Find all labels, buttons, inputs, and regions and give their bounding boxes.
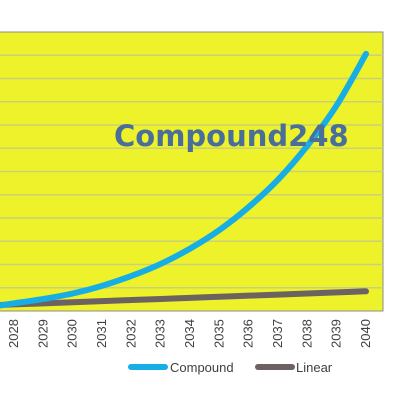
x-tick-label: 2040 — [358, 319, 373, 348]
x-tick-label: 2030 — [65, 319, 80, 348]
chart-title: Compound248 — [114, 119, 349, 153]
x-tick-label: 2032 — [123, 319, 138, 348]
x-tick-label: 2029 — [35, 319, 50, 348]
x-tick-label: 2037 — [270, 319, 285, 348]
series-lines — [0, 50, 369, 309]
x-tick-label: 2033 — [153, 319, 168, 348]
x-tick-label: 2038 — [299, 319, 314, 348]
legend: Compound Linear — [128, 360, 333, 375]
x-tick-label: 2028 — [6, 319, 21, 348]
x-tick-label: 2036 — [241, 319, 256, 348]
legend-label-compound: Compound — [170, 360, 234, 375]
x-tick-label: 2035 — [211, 319, 226, 348]
x-tick-label: 2031 — [94, 319, 109, 348]
series-line-linear — [0, 288, 369, 308]
x-axis-ticks: 2028 2029 2030 2031 2032 2033 2034 2035 2036 2037… — [6, 319, 373, 348]
x-tick-label: 2039 — [329, 319, 344, 348]
legend-label-linear: Linear — [296, 360, 333, 375]
gridlines — [0, 54, 383, 289]
series-line-compound — [0, 50, 369, 309]
x-tick-label: 2034 — [182, 319, 197, 348]
